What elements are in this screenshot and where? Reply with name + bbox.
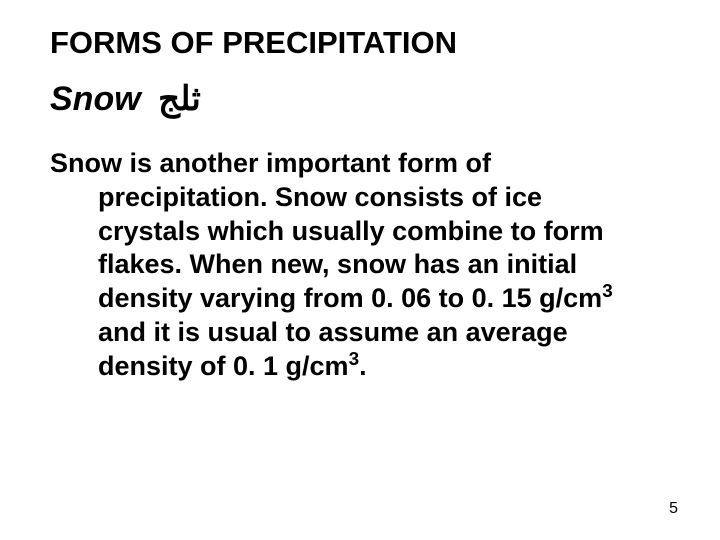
title-text: FORMS OF PRECIPITATION (50, 25, 457, 60)
page-number: 5 (669, 500, 678, 518)
subtitle-english: Snow (50, 80, 141, 118)
body-indent-block: precipitation. Snow consists of ice crys… (50, 181, 680, 384)
slide-title: FORMS OF PRECIPITATION (50, 25, 680, 61)
body-line7-sup: 3 (349, 349, 360, 370)
body-line7b: . (359, 351, 367, 381)
body-line5a: density varying from 0. 06 to 0. 15 g/cm (98, 283, 602, 313)
body-line5-sup: 3 (602, 281, 613, 302)
body-line4: flakes. When new, snow has an initial (98, 249, 577, 279)
slide-container: FORMS OF PRECIPITATION Snow ثلج Snow is … (0, 0, 720, 540)
body-line6: and it is usual to assume an average (98, 317, 568, 347)
body-paragraph: Snow is another important form of precip… (50, 147, 680, 383)
page-number-text: 5 (669, 500, 678, 517)
body-line7a: density of 0. 1 g/cm (98, 351, 349, 381)
slide-subtitle: Snow ثلج (50, 79, 680, 119)
subtitle-arabic: ثلج (158, 80, 201, 118)
body-line3: crystals which usually combine to form (98, 216, 604, 246)
body-line1: Snow is another important form of (50, 148, 491, 178)
body-line2: precipitation. Snow consists of ice (98, 182, 542, 212)
